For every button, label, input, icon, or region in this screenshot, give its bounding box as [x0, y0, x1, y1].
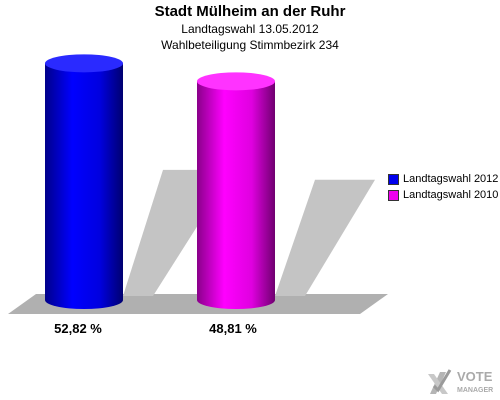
bar-shadow-landtagswahl-2010 — [275, 179, 375, 296]
data-label-2012: 52,82 % — [54, 321, 102, 336]
legend-item-2012: Landtagswahl 2012 — [388, 172, 498, 186]
x-check-logo-icon — [428, 369, 452, 394]
chart-subtitle-district: Wahlbeteiligung Stimmbezirk 234 — [161, 38, 339, 52]
chart-title: Stadt Mülheim an der Ruhr — [154, 3, 346, 20]
bar-cap-landtagswahl-2012 — [45, 54, 123, 73]
vote-manager-logo: VOTE MANAGER — [428, 369, 493, 394]
legend-label-2012: Landtagswahl 2012 — [403, 173, 499, 185]
bar-landtagswahl-2010 — [197, 81, 275, 309]
legend-swatch-2010 — [388, 189, 399, 201]
logo-text-vote: VOTE — [457, 369, 493, 384]
bar-landtagswahl-2012 — [45, 63, 123, 310]
legend-label-2010: Landtagswahl 2010 — [403, 189, 499, 201]
logo-text-manager: MANAGER — [457, 387, 493, 394]
data-label-2010: 48,81 % — [209, 321, 257, 336]
bar-cap-landtagswahl-2010 — [197, 72, 275, 91]
legend-swatch-2012 — [388, 173, 399, 185]
chart-subtitle-election: Landtagswahl 13.05.2012 — [181, 22, 319, 36]
legend-item-2010: Landtagswahl 2010 — [388, 188, 498, 202]
